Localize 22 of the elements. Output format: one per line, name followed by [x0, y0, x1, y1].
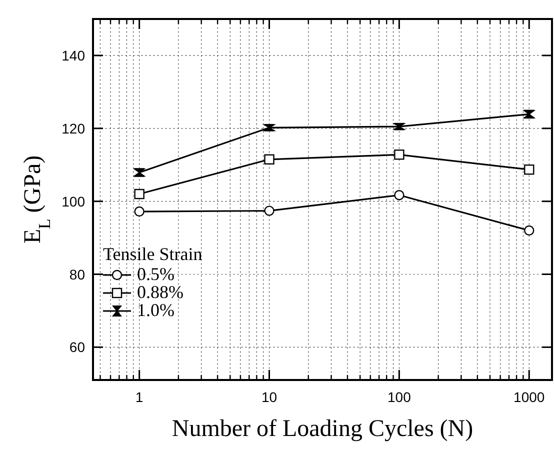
- y-tick-label: 100: [62, 193, 86, 210]
- point: [524, 164, 534, 175]
- y-tick-label: 140: [62, 47, 86, 64]
- point: [134, 206, 144, 217]
- point: [134, 188, 144, 200]
- point: [394, 190, 404, 200]
- point: [394, 150, 404, 160]
- legend-label: 0.88%: [137, 282, 184, 302]
- x-axis-title: Number of Loading Cycles (N): [172, 416, 474, 442]
- y-tick-label: 60: [69, 339, 86, 356]
- point: [264, 206, 274, 216]
- x-tick-label: 1: [135, 389, 144, 405]
- legend-label: 0.5%: [137, 264, 174, 284]
- x-tick-label: 1000: [514, 389, 545, 405]
- point: [524, 225, 534, 236]
- point: [264, 154, 274, 164]
- legend-label: 1.0%: [137, 300, 174, 320]
- y-tick-label: 80: [69, 266, 86, 282]
- x-tick-label: 100: [388, 389, 412, 405]
- y-tick-label: 120: [62, 120, 86, 136]
- x-tick-label: 10: [261, 389, 278, 405]
- legend-title: Tensile Strain: [103, 244, 202, 264]
